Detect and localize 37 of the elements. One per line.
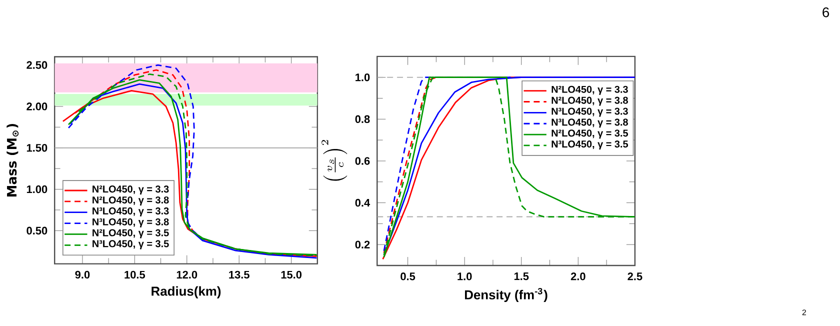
y-tick-label: 0.4 [355, 199, 370, 207]
y-tick-label: 1.0 [356, 74, 370, 82]
x-tick-label: 13.5 [229, 271, 250, 279]
y-axis-title: Mass (M$_{⊙}$) [6, 124, 19, 197]
legend-label: N²LO450, γ = 3.3 [92, 186, 169, 195]
x-tick-label: 10.5 [124, 271, 146, 279]
legend-label: N²LO450, γ = 3.5 [552, 130, 628, 139]
legend-label: N³LO450, γ = 3.3 [92, 208, 169, 217]
legend-label: N²LO450, γ = 3.5 [92, 230, 169, 239]
x-tick-label: 15.0 [281, 271, 302, 279]
y-tick-label: 0.6 [355, 157, 370, 166]
x-tick-label: 9.0 [75, 271, 90, 279]
legend-label: N²LO450, γ = 3.3 [552, 86, 628, 96]
x-tick-label: 2.0 [570, 272, 586, 280]
legend-label: N²LO450, γ = 3.8 [552, 97, 628, 106]
x-axis-title: Density (fm$^{-3}$) [465, 288, 548, 302]
x-tick-label: 2.5 [628, 272, 642, 280]
y-tick-label: 1.50 [26, 144, 48, 152]
x-axis-title: Radius(km) [152, 286, 221, 299]
y-axis-title: $\left(\frac{v_s}{c}\right)^{2}$ [322, 140, 348, 182]
legend-label: N³LO450, γ = 3.8 [552, 118, 628, 128]
y-tick-label: 2.00 [26, 102, 48, 111]
y-tick-label: 0.50 [26, 227, 48, 235]
y-tick-label: 2.50 [26, 61, 48, 70]
legend-label: N³LO450, γ = 3.5 [92, 240, 169, 250]
x-tick-label: 0.5 [400, 272, 416, 280]
y-tick-label: 0.2 [355, 240, 370, 249]
x-tick-label: 1.5 [514, 272, 529, 280]
legend-label: N²LO450, γ = 3.8 [92, 196, 169, 206]
legend-label: N³LO450, γ = 3.3 [552, 108, 628, 117]
legend-label: N³LO450, γ = 3.8 [92, 218, 169, 228]
legend-label: N³LO450, γ = 3.5 [552, 140, 628, 150]
x-tick-label: 12.0 [176, 271, 198, 279]
text: 6 [822, 8, 830, 18]
y-tick-label: 0.8 [355, 116, 370, 124]
x-tick-label: 1.0 [458, 272, 472, 280]
y-tick-label: 1.00 [26, 186, 48, 194]
